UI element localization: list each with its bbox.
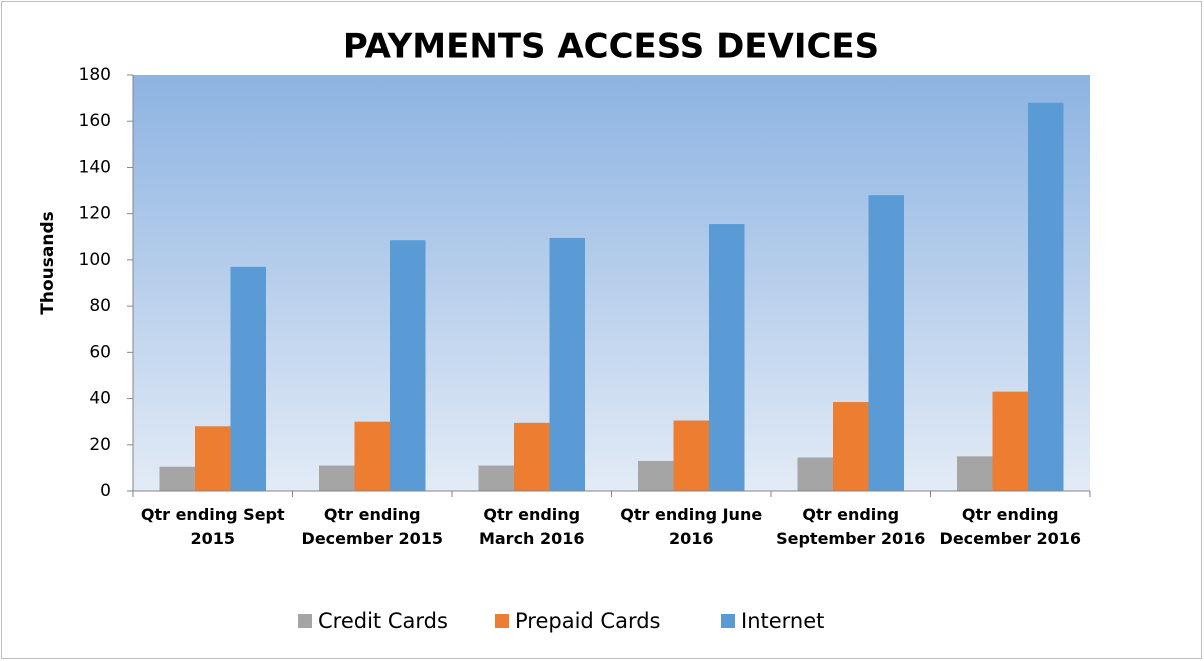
bar [1028, 102, 1064, 491]
plot-area [133, 75, 1090, 491]
bar [833, 402, 869, 491]
bar [478, 465, 514, 491]
x-tick-label: Qtr ending December 2016 [939, 505, 1081, 548]
y-tick-label: 60 [89, 342, 111, 362]
x-tick-label: Qtr ending December 2015 [301, 505, 443, 548]
y-tick-label: 180 [79, 65, 111, 85]
bar [230, 266, 266, 491]
y-tick-label: 160 [79, 111, 111, 131]
y-tick-label: 140 [79, 157, 111, 177]
bar [390, 240, 426, 491]
legend-label: Prepaid Cards [515, 609, 661, 633]
bar [354, 421, 390, 491]
y-tick-label: 0 [100, 481, 111, 501]
bar [868, 195, 904, 491]
y-tick-label: 120 [79, 204, 111, 224]
y-tick-label: 100 [79, 250, 111, 270]
legend-swatch [495, 614, 509, 628]
x-tick-label: Qtr ending Sept 2015 [140, 505, 285, 548]
legend-swatch [721, 614, 735, 628]
bar [549, 237, 585, 491]
chart-title: PAYMENTS ACCESS DEVICES [343, 27, 879, 67]
y-tick-label: 40 [89, 389, 111, 409]
bar [319, 465, 355, 491]
bar [992, 391, 1028, 491]
bar [159, 466, 195, 491]
y-tick-label: 20 [89, 435, 111, 455]
bar [957, 456, 993, 491]
bar [195, 426, 231, 491]
legend-label: Credit Cards [318, 609, 448, 633]
bar [709, 224, 745, 492]
bar [514, 422, 550, 491]
x-tick-label: Qtr ending March 2016 [478, 505, 585, 548]
bar [673, 420, 709, 491]
x-tick-label: Qtr ending June 2016 [620, 505, 763, 548]
legend-label: Internet [741, 609, 824, 633]
bar [797, 457, 833, 491]
bar [638, 460, 674, 491]
legend-swatch [298, 614, 312, 628]
y-axis-label: Thousands [38, 211, 58, 314]
x-tick-label: Qtr ending September 2016 [776, 505, 926, 548]
y-tick-label: 80 [89, 296, 111, 316]
